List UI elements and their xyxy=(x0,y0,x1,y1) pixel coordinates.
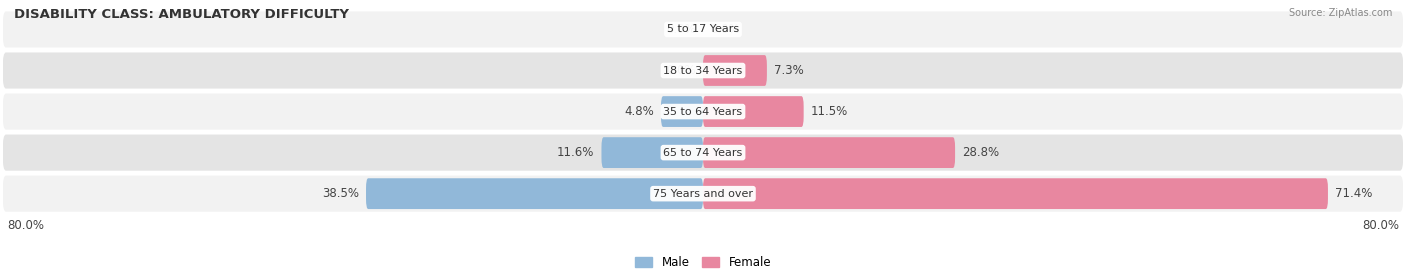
Text: Source: ZipAtlas.com: Source: ZipAtlas.com xyxy=(1288,8,1392,18)
FancyBboxPatch shape xyxy=(3,176,1403,212)
Text: 7.3%: 7.3% xyxy=(773,64,804,77)
Text: 11.6%: 11.6% xyxy=(557,146,595,159)
FancyBboxPatch shape xyxy=(703,96,804,127)
Text: 0.0%: 0.0% xyxy=(666,23,696,36)
Text: 65 to 74 Years: 65 to 74 Years xyxy=(664,148,742,158)
Text: 0.0%: 0.0% xyxy=(710,23,740,36)
Text: 18 to 34 Years: 18 to 34 Years xyxy=(664,66,742,76)
Text: 75 Years and over: 75 Years and over xyxy=(652,189,754,199)
Text: DISABILITY CLASS: AMBULATORY DIFFICULTY: DISABILITY CLASS: AMBULATORY DIFFICULTY xyxy=(14,8,349,21)
FancyBboxPatch shape xyxy=(3,11,1403,48)
FancyBboxPatch shape xyxy=(703,178,1327,209)
FancyBboxPatch shape xyxy=(703,55,766,86)
FancyBboxPatch shape xyxy=(602,137,703,168)
FancyBboxPatch shape xyxy=(703,137,955,168)
FancyBboxPatch shape xyxy=(366,178,703,209)
Text: 0.0%: 0.0% xyxy=(666,64,696,77)
FancyBboxPatch shape xyxy=(661,96,703,127)
Text: 5 to 17 Years: 5 to 17 Years xyxy=(666,24,740,34)
Text: 11.5%: 11.5% xyxy=(811,105,848,118)
FancyBboxPatch shape xyxy=(3,134,1403,171)
FancyBboxPatch shape xyxy=(3,52,1403,89)
Text: 28.8%: 28.8% xyxy=(962,146,1000,159)
Text: 80.0%: 80.0% xyxy=(7,219,44,232)
Text: 71.4%: 71.4% xyxy=(1334,187,1372,200)
Text: 35 to 64 Years: 35 to 64 Years xyxy=(664,107,742,116)
Text: 80.0%: 80.0% xyxy=(1362,219,1399,232)
Text: 4.8%: 4.8% xyxy=(624,105,654,118)
Text: 38.5%: 38.5% xyxy=(322,187,359,200)
Legend: Male, Female: Male, Female xyxy=(634,256,772,269)
FancyBboxPatch shape xyxy=(3,94,1403,130)
